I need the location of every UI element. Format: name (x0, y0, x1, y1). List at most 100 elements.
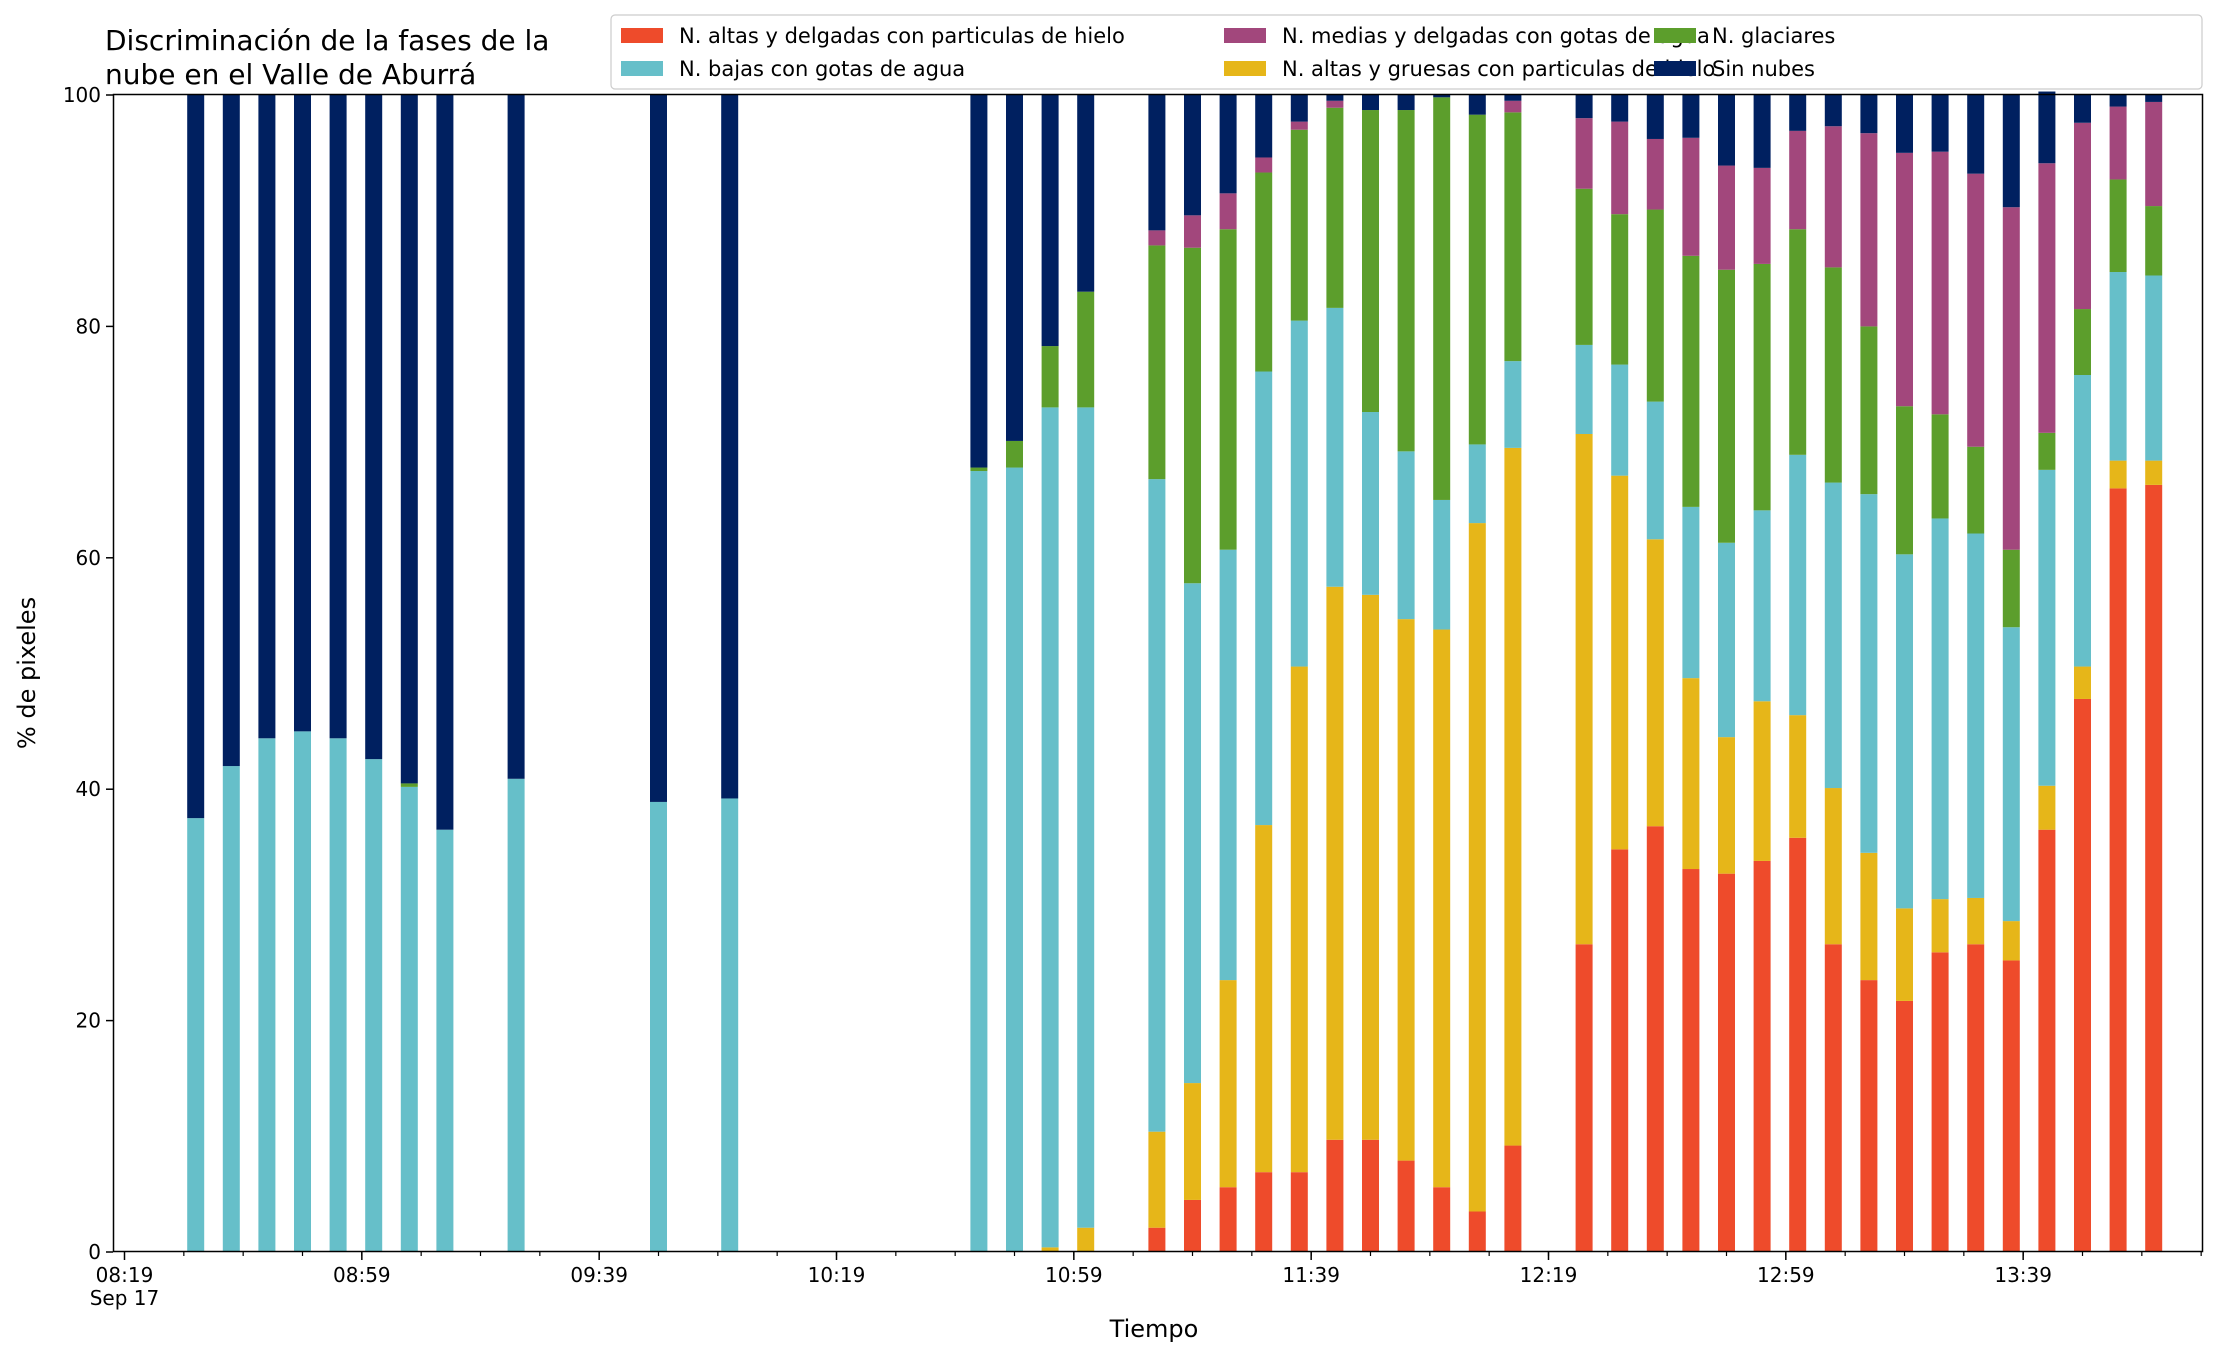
bar-segment (1860, 980, 1878, 1252)
bar-segment (1326, 586, 1344, 1140)
bar-segment (2109, 179, 2127, 273)
bar-segment (1824, 944, 1842, 1252)
bar-segment (1077, 291, 1095, 408)
bar-segment (1326, 107, 1344, 308)
bar-segment (2109, 460, 2127, 489)
bar-stack (258, 95, 276, 1252)
bar-segment (1646, 401, 1664, 540)
bar-segment (1896, 908, 1913, 1001)
bar-segment (1611, 364, 1629, 476)
bar-segment (2145, 95, 2163, 102)
bar-segment (1468, 114, 1486, 445)
bar-segment (1718, 542, 1735, 738)
bar-segment (1611, 121, 1629, 215)
bar-segment (1148, 1227, 1166, 1252)
bar-segment (222, 95, 240, 767)
bar-segment (1290, 95, 1308, 122)
bar-segment (1931, 151, 1949, 415)
bar-stack (1646, 95, 1664, 1252)
bar-segment (1646, 539, 1664, 827)
bar-segment (1255, 95, 1273, 158)
bar-segment (1397, 451, 1415, 620)
bar-segment (1860, 852, 1878, 981)
bar-segment (1611, 475, 1629, 850)
bar-stack (222, 95, 240, 1252)
bar-segment (1682, 137, 1700, 256)
bar-segment (1041, 407, 1059, 1248)
bar-segment (1646, 209, 1664, 402)
bar-segment (1362, 412, 1379, 595)
y-tick-label: 0 (88, 1240, 101, 1264)
bar-segment (1896, 554, 1913, 909)
bar-segment (1219, 95, 1237, 194)
bar-segment (1967, 533, 1985, 898)
bar-stack (2074, 95, 2091, 1252)
bar-segment (2074, 698, 2091, 1252)
x-axis-label: Tiempo (1109, 1315, 1199, 1343)
bar-segment (1504, 1145, 1522, 1252)
bar-segment (1219, 229, 1237, 550)
bar-segment (1860, 494, 1878, 853)
bar-segment (1468, 444, 1486, 524)
y-tick-label: 20 (76, 1009, 101, 1033)
y-tick-label: 60 (76, 546, 101, 570)
bar-segment (507, 778, 525, 1252)
bar-stack (1824, 95, 1842, 1252)
bar-segment (1184, 1199, 1201, 1252)
x-tick-label: 13:39 (1994, 1263, 2052, 1287)
bar-segment (1397, 95, 1415, 111)
bar-stack (1362, 95, 1379, 1252)
bar-stack (1860, 95, 1878, 1252)
bar-segment (1575, 434, 1593, 945)
bar-segment (1077, 407, 1095, 1228)
bar-segment (1397, 110, 1415, 452)
bar-segment (1504, 447, 1522, 1146)
bar-segment (1931, 899, 1949, 953)
x-tick-sublabel: Sep 17 (90, 1286, 160, 1310)
bar-segment (721, 95, 739, 799)
bar-segment (1967, 897, 1985, 945)
bar-segment (1682, 869, 1700, 1252)
bar-segment (2145, 275, 2163, 461)
bar-stack (1896, 95, 1913, 1252)
bar-segment (1255, 825, 1273, 1173)
bar-segment (1753, 860, 1771, 1252)
bar-segment (2074, 309, 2091, 375)
legend-swatch (1654, 61, 1696, 76)
legend-swatch (1654, 28, 1696, 43)
bar-stack (1290, 95, 1308, 1252)
bar-segment (1575, 95, 1593, 119)
bar-segment (1896, 1000, 1913, 1252)
bar-segment (1184, 215, 1201, 248)
bar-stack (1255, 95, 1273, 1252)
bar-segment (1753, 510, 1771, 702)
legend-swatch (1224, 28, 1266, 43)
bar-segment (1931, 518, 1949, 900)
bar-segment (1148, 1131, 1166, 1228)
legend-swatch (621, 28, 663, 43)
legend-swatch (621, 61, 663, 76)
bar-segment (1931, 952, 1949, 1252)
bar-segment (1682, 506, 1700, 679)
bar-segment (1931, 95, 1949, 152)
bar-segment (1219, 980, 1237, 1188)
y-tick-label: 80 (76, 314, 101, 338)
bar-segment (2109, 95, 2127, 107)
bar-segment (650, 95, 667, 802)
legend-item: N. medias y delgadas con gotas de agua (1224, 24, 1710, 48)
bar-stack (1753, 95, 1771, 1252)
chart-title-line: Discriminación de la fases de la (105, 24, 549, 57)
bar-segment (1682, 678, 1700, 870)
bar-segment (365, 95, 383, 760)
chart-title-line: nube en el Valle de Aburrá (105, 58, 476, 91)
bar-segment (1362, 95, 1379, 111)
bar-segment (1255, 371, 1273, 826)
bar-stack (1468, 95, 1486, 1252)
bar-segment (1967, 944, 1985, 1252)
bar-stack (507, 95, 525, 1252)
bar-segment (187, 95, 205, 819)
bar-stack (187, 95, 205, 1253)
bar-segment (2038, 829, 2056, 1252)
bar-segment (1575, 944, 1593, 1252)
